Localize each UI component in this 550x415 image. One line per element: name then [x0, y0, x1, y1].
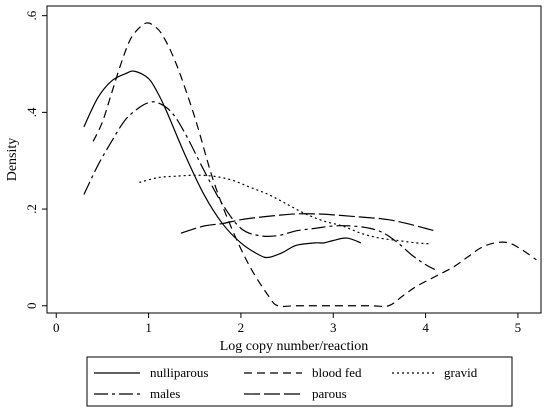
legend-label: parous — [312, 386, 347, 401]
legend-label: blood fed — [312, 365, 362, 380]
axes: 0 1 2 3 4 5 0 .2 .4 .6 — [24, 5, 542, 335]
legend-box — [86, 356, 513, 407]
series-line-blood-fed — [92, 22, 537, 308]
x-tick-label: 3 — [330, 320, 337, 335]
legend-label: gravid — [444, 365, 478, 380]
y-axis-title: Density — [5, 138, 20, 182]
x-tick-label: 1 — [145, 320, 152, 335]
x-tick-label: 5 — [515, 320, 522, 335]
y-tick-label: .2 — [24, 204, 39, 214]
series-line-parous — [180, 213, 435, 234]
series-line-nulliparous — [83, 70, 362, 259]
x-tick-label: 0 — [53, 320, 60, 335]
legend-label: nulliparous — [150, 365, 209, 380]
x-axis-title: Log copy number/reaction — [220, 339, 369, 354]
y-tick-label: .6 — [24, 10, 39, 20]
series-line-males — [83, 101, 436, 271]
legend-label: males — [150, 386, 180, 401]
series-line-gravid — [139, 174, 431, 245]
x-tick-label: 2 — [238, 320, 245, 335]
legend: nulliparous blood fed gravid males parous — [86, 356, 513, 407]
y-tick-label: 0 — [24, 302, 39, 309]
y-tick-label: .4 — [24, 107, 39, 117]
x-tick-label: 4 — [422, 320, 429, 335]
series-lines — [83, 22, 537, 308]
plot-frame — [46, 5, 542, 314]
